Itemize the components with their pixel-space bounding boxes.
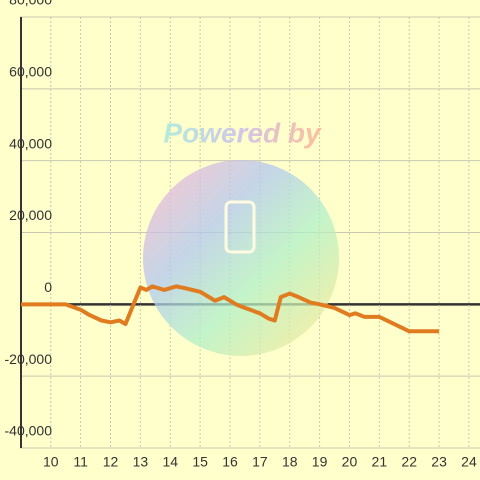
y-tick-label: 0 [44, 279, 52, 295]
watermark-icon [224, 200, 256, 254]
x-tick-label: 23 [431, 454, 447, 470]
x-tick-label: 21 [372, 454, 388, 470]
y-tick-label: -40,000 [5, 423, 53, 439]
x-tick-label: 24 [461, 454, 477, 470]
watermark-text: Powered by [163, 117, 322, 148]
x-tick-label: 12 [103, 454, 119, 470]
y-tick-label: 40,000 [9, 135, 52, 151]
x-tick-label: 15 [192, 454, 208, 470]
x-tick-label: 22 [401, 454, 417, 470]
x-tick-label: 11 [73, 454, 88, 470]
x-tick-label: 13 [133, 454, 149, 470]
watermark-logo [143, 160, 339, 356]
y-tick-label: 80,000 [9, 0, 52, 8]
data-line [20, 284, 440, 334]
x-tick-label: 14 [162, 454, 178, 470]
y-tick-label: 20,000 [9, 207, 52, 223]
x-tick-label: 17 [252, 454, 268, 470]
x-tick-label: 16 [222, 454, 238, 470]
x-tick-label: 18 [282, 454, 298, 470]
y-tick-label: -20,000 [5, 351, 53, 367]
x-tick-label: 19 [312, 454, 328, 470]
y-tick-label: 60,000 [9, 64, 52, 80]
x-tick-label: 20 [342, 454, 358, 470]
x-tick-label: 10 [43, 454, 59, 470]
